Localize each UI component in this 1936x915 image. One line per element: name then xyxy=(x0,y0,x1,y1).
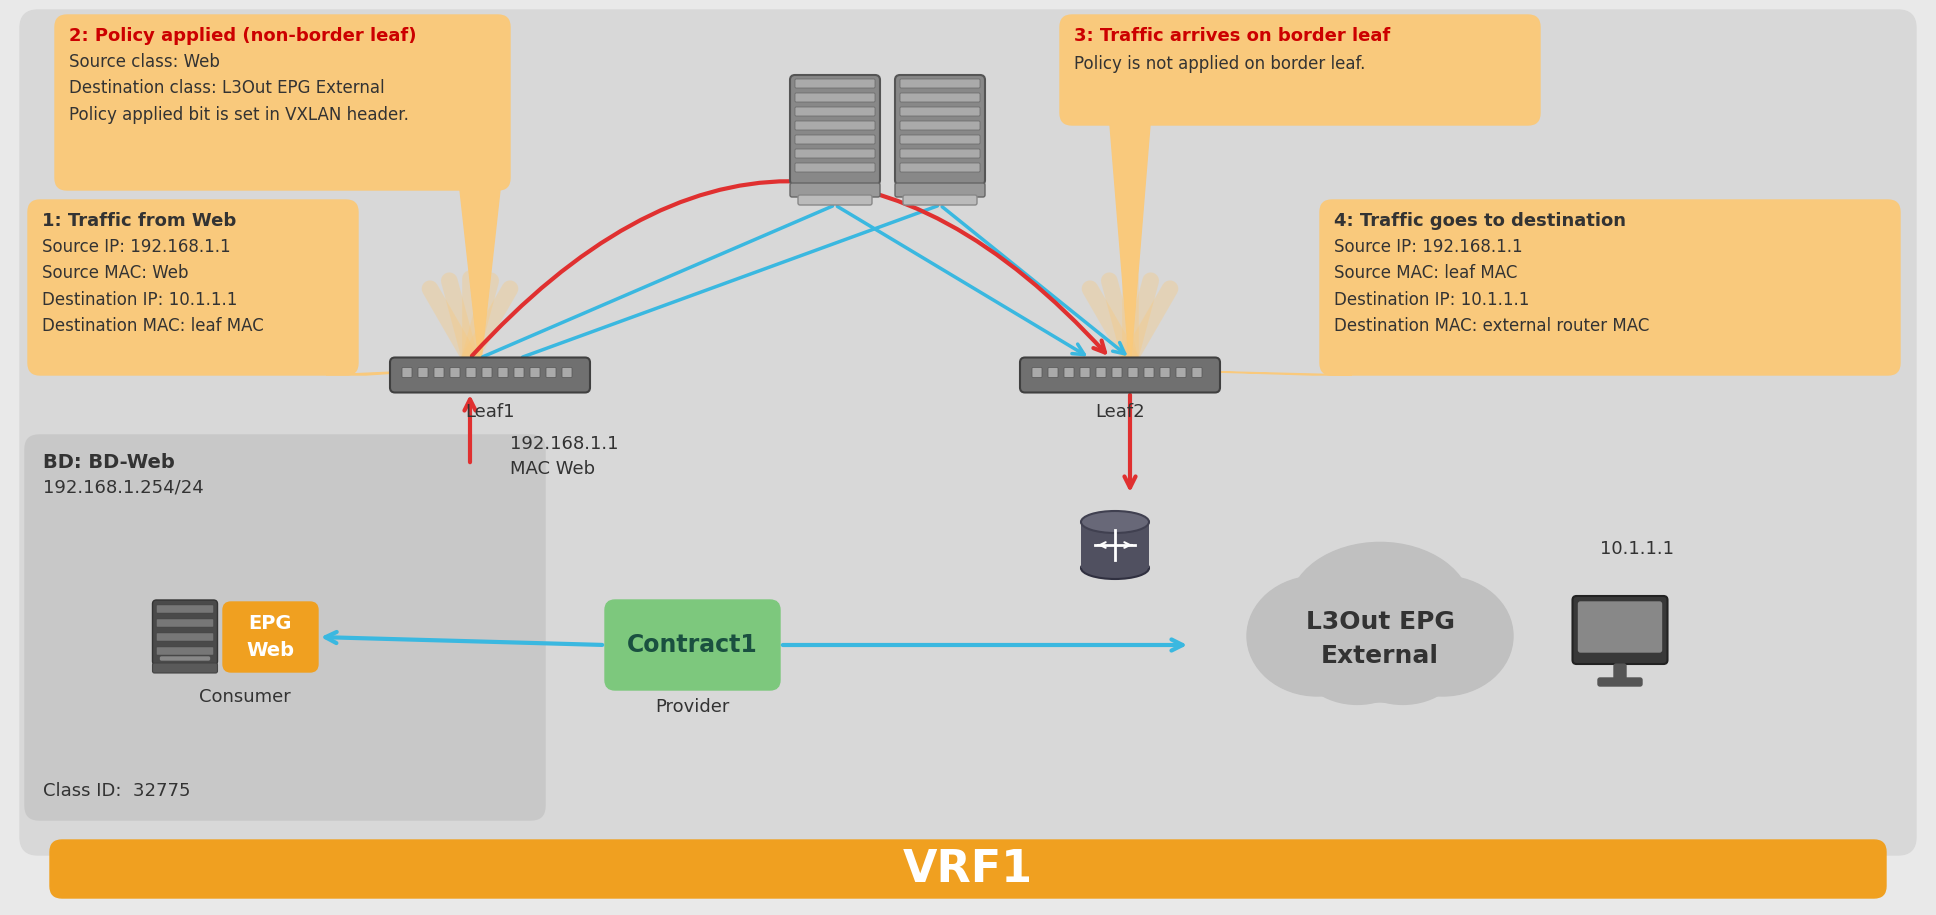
Ellipse shape xyxy=(1297,608,1417,705)
Text: 2: Policy applied (non-border leaf): 2: Policy applied (non-border leaf) xyxy=(70,27,416,45)
Text: 10.1.1.1: 10.1.1.1 xyxy=(1599,540,1675,558)
FancyBboxPatch shape xyxy=(902,195,978,205)
Ellipse shape xyxy=(1289,543,1471,674)
FancyBboxPatch shape xyxy=(157,605,213,613)
Text: Provider: Provider xyxy=(654,698,730,716)
FancyBboxPatch shape xyxy=(19,10,1917,855)
FancyBboxPatch shape xyxy=(796,79,875,88)
FancyBboxPatch shape xyxy=(796,135,875,144)
FancyBboxPatch shape xyxy=(482,368,492,378)
Ellipse shape xyxy=(1342,608,1464,705)
FancyBboxPatch shape xyxy=(604,600,780,690)
FancyBboxPatch shape xyxy=(1129,368,1138,378)
Text: 4: Traffic goes to destination: 4: Traffic goes to destination xyxy=(1334,212,1626,230)
FancyBboxPatch shape xyxy=(513,368,525,378)
FancyBboxPatch shape xyxy=(900,121,980,130)
FancyBboxPatch shape xyxy=(157,647,213,655)
FancyBboxPatch shape xyxy=(1615,664,1626,680)
Text: L3Out EPG: L3Out EPG xyxy=(1305,610,1454,634)
FancyBboxPatch shape xyxy=(1032,368,1042,378)
FancyBboxPatch shape xyxy=(900,149,980,158)
FancyBboxPatch shape xyxy=(1175,368,1187,378)
FancyBboxPatch shape xyxy=(796,93,875,102)
Text: Policy is not applied on border leaf.: Policy is not applied on border leaf. xyxy=(1074,55,1365,73)
Text: External: External xyxy=(1320,644,1438,668)
Ellipse shape xyxy=(1305,594,1456,702)
FancyBboxPatch shape xyxy=(161,657,209,660)
Text: Leaf1: Leaf1 xyxy=(465,403,515,421)
FancyBboxPatch shape xyxy=(1578,602,1661,652)
Text: Contract1: Contract1 xyxy=(627,633,757,657)
FancyBboxPatch shape xyxy=(790,75,881,185)
Text: BD: BD-Web: BD: BD-Web xyxy=(43,453,174,472)
FancyBboxPatch shape xyxy=(153,663,217,673)
FancyBboxPatch shape xyxy=(50,840,1886,898)
FancyBboxPatch shape xyxy=(1047,368,1057,378)
Ellipse shape xyxy=(1247,576,1388,696)
FancyBboxPatch shape xyxy=(1597,678,1642,686)
FancyBboxPatch shape xyxy=(1080,368,1090,378)
Text: 1: Traffic from Web: 1: Traffic from Web xyxy=(43,212,236,230)
FancyBboxPatch shape xyxy=(1061,15,1539,125)
FancyBboxPatch shape xyxy=(1144,368,1154,378)
Text: 192.168.1.254/24: 192.168.1.254/24 xyxy=(43,479,203,497)
FancyBboxPatch shape xyxy=(1160,368,1169,378)
Ellipse shape xyxy=(1080,557,1148,579)
Text: Class ID:  32775: Class ID: 32775 xyxy=(43,782,190,800)
Text: EPG
Web: EPG Web xyxy=(246,614,294,660)
FancyBboxPatch shape xyxy=(796,121,875,130)
FancyBboxPatch shape xyxy=(796,107,875,116)
FancyBboxPatch shape xyxy=(157,619,213,627)
FancyBboxPatch shape xyxy=(434,368,443,378)
FancyBboxPatch shape xyxy=(25,435,546,820)
FancyBboxPatch shape xyxy=(894,183,985,197)
FancyBboxPatch shape xyxy=(157,633,213,641)
FancyBboxPatch shape xyxy=(900,135,980,144)
FancyBboxPatch shape xyxy=(54,15,509,190)
FancyBboxPatch shape xyxy=(1065,368,1074,378)
FancyBboxPatch shape xyxy=(498,368,507,378)
FancyBboxPatch shape xyxy=(798,195,871,205)
FancyBboxPatch shape xyxy=(389,358,590,393)
FancyBboxPatch shape xyxy=(449,368,461,378)
FancyBboxPatch shape xyxy=(900,93,980,102)
FancyBboxPatch shape xyxy=(1572,596,1667,664)
FancyBboxPatch shape xyxy=(1080,522,1148,568)
Ellipse shape xyxy=(1373,576,1514,696)
FancyBboxPatch shape xyxy=(561,368,571,378)
Text: Consumer: Consumer xyxy=(199,688,290,706)
Text: 192.168.1.1
MAC Web: 192.168.1.1 MAC Web xyxy=(509,435,618,478)
FancyBboxPatch shape xyxy=(223,602,318,672)
Polygon shape xyxy=(1150,370,1351,375)
FancyBboxPatch shape xyxy=(1020,358,1220,393)
FancyBboxPatch shape xyxy=(1096,368,1105,378)
FancyBboxPatch shape xyxy=(530,368,540,378)
FancyBboxPatch shape xyxy=(1193,368,1202,378)
FancyBboxPatch shape xyxy=(900,163,980,172)
Text: Leaf2: Leaf2 xyxy=(1096,403,1144,421)
FancyBboxPatch shape xyxy=(790,183,881,197)
Text: Source IP: 192.168.1.1
Source MAC: leaf MAC
Destination IP: 10.1.1.1
Destination: Source IP: 192.168.1.1 Source MAC: leaf … xyxy=(1334,238,1649,335)
FancyBboxPatch shape xyxy=(418,368,428,378)
FancyBboxPatch shape xyxy=(796,163,875,172)
Polygon shape xyxy=(325,370,439,375)
FancyBboxPatch shape xyxy=(467,368,476,378)
FancyBboxPatch shape xyxy=(894,75,985,185)
Text: Source class: Web
Destination class: L3Out EPG External
Policy applied bit is se: Source class: Web Destination class: L3O… xyxy=(70,53,408,124)
FancyBboxPatch shape xyxy=(1320,200,1899,375)
Polygon shape xyxy=(1109,125,1150,370)
Text: VRF1: VRF1 xyxy=(902,847,1034,890)
Text: Source IP: 192.168.1.1
Source MAC: Web
Destination IP: 10.1.1.1
Destination MAC:: Source IP: 192.168.1.1 Source MAC: Web D… xyxy=(43,238,263,335)
FancyBboxPatch shape xyxy=(900,107,980,116)
FancyBboxPatch shape xyxy=(1111,368,1123,378)
Ellipse shape xyxy=(1080,511,1148,533)
FancyBboxPatch shape xyxy=(153,600,217,665)
Text: 3: Traffic arrives on border leaf: 3: Traffic arrives on border leaf xyxy=(1074,27,1390,45)
FancyBboxPatch shape xyxy=(900,79,980,88)
Polygon shape xyxy=(461,190,499,370)
FancyBboxPatch shape xyxy=(546,368,556,378)
FancyBboxPatch shape xyxy=(403,368,412,378)
FancyBboxPatch shape xyxy=(27,200,358,375)
FancyBboxPatch shape xyxy=(796,149,875,158)
